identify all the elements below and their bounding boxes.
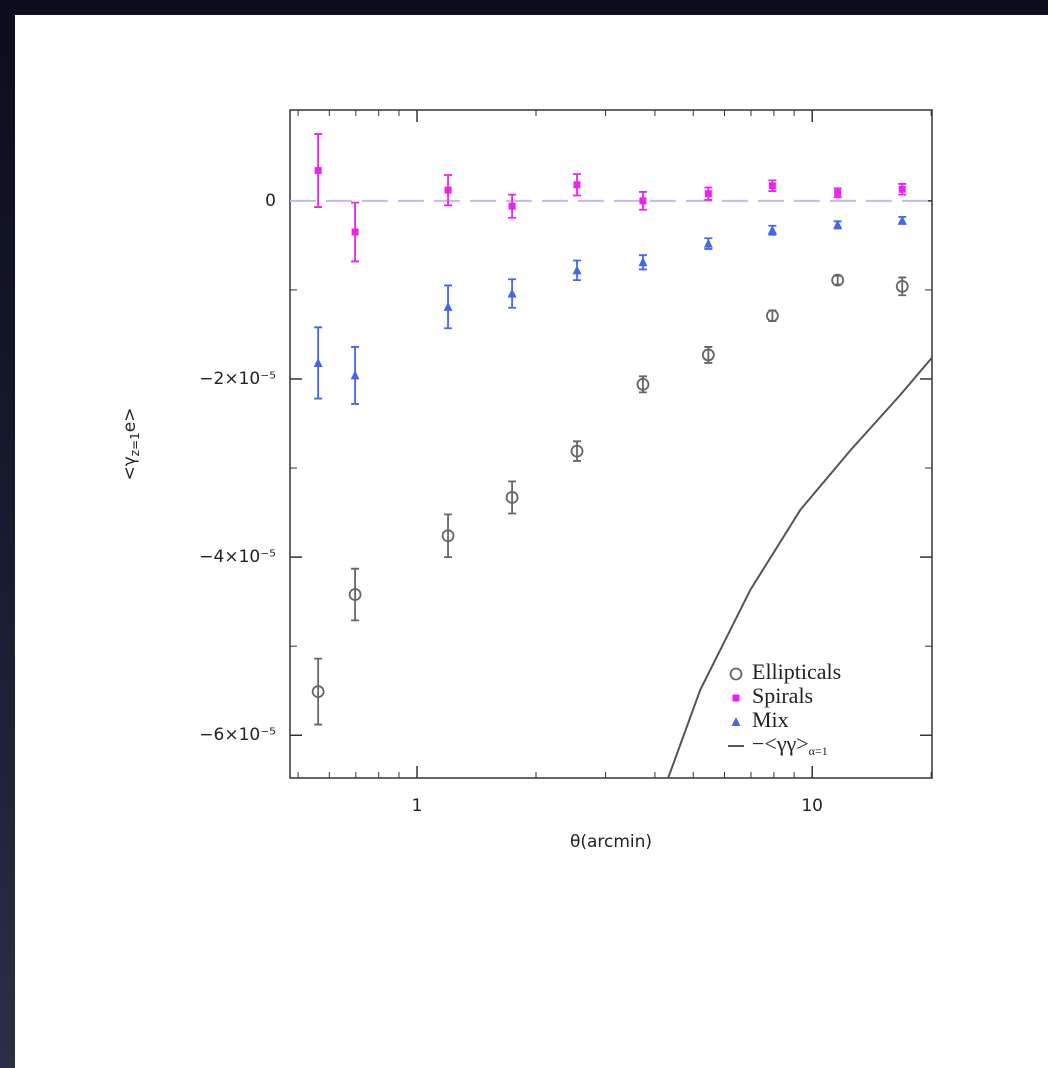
point [895, 279, 909, 293]
point [636, 377, 650, 391]
point [570, 444, 584, 458]
point [703, 238, 713, 248]
legend-label: Mix [752, 707, 789, 732]
legend-swatch [729, 667, 743, 681]
y-tick-label: −6×10⁻⁵ [199, 725, 276, 745]
y-label-part: <γ [120, 456, 140, 480]
y-axis-label: <γz=1e> [120, 407, 142, 480]
x-tick-label: 10 [801, 796, 823, 816]
point [507, 288, 517, 298]
legend-label: −<γγ>α=1 [752, 731, 828, 758]
point [768, 182, 776, 190]
error-bar [314, 657, 323, 726]
point [639, 197, 647, 205]
legend-subscript: α=1 [809, 744, 828, 758]
y-label-part: e> [120, 407, 140, 432]
point [831, 273, 845, 287]
legend-swatch [731, 717, 741, 726]
point [704, 190, 712, 198]
point [441, 529, 455, 543]
y-tick-label: 0 [265, 191, 276, 211]
point [897, 215, 907, 225]
point [313, 357, 323, 367]
point [505, 491, 519, 504]
x-axis-label: θ(arcmin) [570, 832, 652, 852]
legend-name: −<γγ> [752, 731, 809, 756]
panel [15, 15, 1048, 1068]
x-tick-label: 1 [412, 796, 423, 816]
legend-name: Mix [752, 707, 789, 732]
point [834, 189, 842, 197]
legend-label: Ellipticals [752, 659, 841, 684]
error-bar [351, 567, 360, 622]
legend-name: Ellipticals [752, 659, 841, 684]
point [348, 588, 362, 601]
plot-frame [289, 109, 933, 779]
point [898, 185, 906, 193]
model-curve [667, 356, 932, 778]
point [572, 265, 582, 275]
error-bar [508, 480, 517, 515]
point [767, 225, 777, 235]
point [833, 219, 843, 229]
point [443, 301, 453, 311]
point [701, 348, 715, 362]
y-label-subscript: z=1 [128, 432, 142, 456]
point [508, 202, 516, 210]
y-tick-label: −2×10⁻⁵ [199, 369, 276, 389]
point [638, 257, 648, 267]
error-bar [444, 513, 453, 559]
point [765, 309, 779, 323]
point [573, 181, 581, 189]
error-bar [573, 440, 582, 462]
legend-label: Spirals [752, 683, 813, 708]
point [351, 228, 359, 236]
point [314, 167, 322, 175]
point [444, 186, 452, 194]
legend-swatch [732, 694, 740, 702]
point [311, 685, 325, 699]
y-tick-label: −4×10⁻⁵ [199, 547, 276, 567]
point [350, 370, 360, 380]
legend-name: Spirals [752, 683, 813, 708]
